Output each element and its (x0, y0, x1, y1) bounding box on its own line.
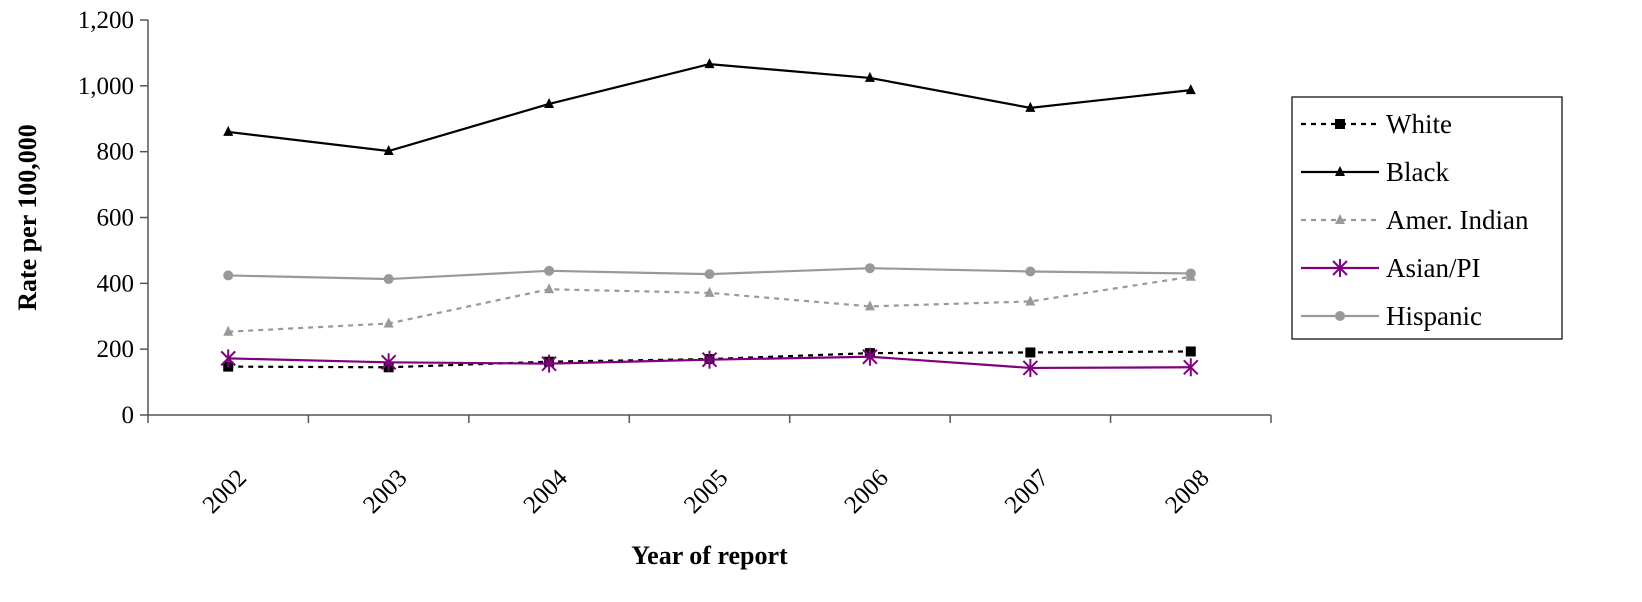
legend-label: Asian/PI (1386, 253, 1481, 283)
legend-box (1291, 96, 1563, 340)
data-point-marker (864, 71, 875, 82)
series-asian-pi (220, 347, 1199, 377)
y-axis-title: Rate per 100,000 (13, 124, 42, 311)
data-point-marker (223, 325, 234, 336)
data-point-marker (380, 353, 397, 372)
data-point-marker (1185, 268, 1196, 279)
x-tick-label: 2002 (198, 464, 252, 518)
y-tick-label: 1,000 (78, 73, 134, 100)
x-tick-label: 2006 (839, 464, 893, 518)
data-point-marker (383, 274, 394, 285)
data-point-marker (1022, 358, 1039, 377)
data-point-marker (383, 145, 394, 156)
data-point-marker (1335, 214, 1345, 224)
y-tick-label: 600 (97, 205, 135, 232)
data-point-marker (704, 58, 715, 69)
y-tick-label: 0 (122, 402, 135, 429)
data-point-marker (544, 283, 555, 294)
data-point-marker (704, 269, 715, 280)
x-tick-label: 2005 (679, 464, 733, 518)
legend-item: Amer. Indian (1301, 205, 1529, 235)
series-hispanic (223, 263, 1196, 285)
legend-label: Black (1386, 157, 1449, 187)
data-point-marker (1332, 259, 1348, 277)
legend-label: Amer. Indian (1386, 205, 1529, 235)
data-point-marker (1025, 295, 1036, 306)
legend-item: Hispanic (1301, 301, 1482, 331)
data-point-marker (1025, 266, 1036, 277)
data-point-marker (1025, 347, 1036, 358)
y-tick-label: 400 (97, 270, 135, 297)
legend: White Black Amer. Indian Asian/PI Hispanic (1291, 96, 1563, 340)
data-point-marker (541, 354, 557, 373)
y-tick-label: 800 (97, 139, 135, 166)
legend-item: Asian/PI (1301, 253, 1481, 283)
x-axis-title: Year of report (631, 541, 788, 570)
x-tick-label: 2007 (1000, 464, 1054, 518)
plot-area: 0 200 400 600 800 1,000 1,200 2002 2003 2004 2005… (78, 7, 1272, 519)
series-black (223, 58, 1196, 156)
series-line (228, 275, 1191, 333)
x-tick-label: 2003 (358, 464, 412, 518)
series-amer-indian (223, 270, 1196, 336)
data-point-marker (1335, 311, 1345, 321)
data-point-marker (1183, 358, 1199, 377)
legend-label: Hispanic (1386, 301, 1482, 331)
data-point-marker (864, 300, 875, 311)
data-point-marker (862, 347, 878, 366)
legend-items: White Black Amer. Indian Asian/PI Hispanic (1301, 109, 1529, 331)
data-point-marker (1185, 84, 1196, 95)
data-point-marker (1185, 346, 1196, 357)
legend-item: Black (1301, 157, 1449, 187)
y-tick-label: 200 (97, 336, 135, 363)
series-layer (220, 58, 1199, 377)
data-point-marker (223, 270, 234, 281)
data-point-marker (1025, 101, 1036, 112)
data-point-marker (544, 97, 555, 108)
series-line (228, 62, 1191, 153)
legend-item: White (1301, 109, 1452, 139)
legend-label: White (1386, 109, 1452, 139)
data-point-marker (220, 349, 236, 368)
y-tick-label: 1,200 (78, 7, 134, 34)
data-point-marker (1335, 166, 1345, 176)
data-point-marker (701, 350, 718, 369)
x-tick-label: 2008 (1160, 464, 1214, 518)
x-axis-ticks: 2002 2003 2004 2005 2006 2007 2008 (147, 415, 1272, 519)
data-point-marker (704, 286, 715, 297)
data-point-marker (1335, 119, 1345, 129)
y-axis-ticks: 0 200 400 600 800 1,000 1,200 (78, 7, 148, 429)
data-point-marker (383, 317, 394, 328)
data-point-marker (864, 263, 875, 274)
data-point-marker (223, 125, 234, 136)
data-point-marker (544, 265, 555, 276)
x-tick-label: 2004 (519, 464, 574, 519)
